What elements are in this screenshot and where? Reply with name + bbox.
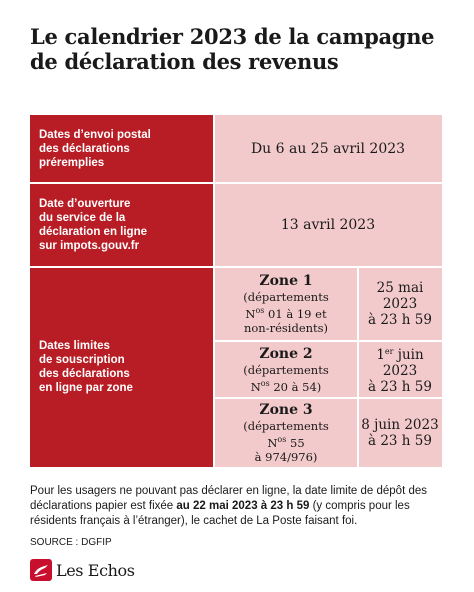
zone-description-line: non-résidents) [243, 321, 329, 335]
zone-2-cell: Zone 2 (départements Nos 20 à 54) [214, 341, 358, 398]
row-label-line: des déclarations [39, 143, 130, 155]
page-title: Le calendrier 2023 de la campagne de déc… [30, 24, 450, 74]
zone-column-divider [357, 267, 359, 467]
zone-3-deadline: 8 juin 2023 à 23 h 59 [358, 398, 442, 467]
note-deadline: au 22 mai 2023 à 23 h 59 [176, 500, 310, 512]
zone-description-line: à 974/976) [254, 449, 318, 464]
zone-1-cell: Zone 1 (départements Nos 01 à 19 et non-… [214, 267, 358, 341]
zone-description-line: Nos 55 [267, 434, 305, 450]
row-divider [30, 182, 442, 184]
row-label-envoi-postal: Dates d’envoi postal des déclarations pr… [30, 115, 214, 183]
row-divider [30, 266, 442, 268]
column-divider [213, 115, 215, 467]
value-ouverture-service: 13 avril 2023 [280, 217, 376, 233]
zone-description-line: Nos 01 à 19 et [245, 306, 327, 321]
zone-description: (départements Nos 20 à 54) [243, 363, 328, 394]
row-label-line: des déclarations [39, 368, 130, 380]
zone-time: à 23 h 59 [368, 312, 432, 328]
source-credit: SOURCE : DGFIP [30, 537, 112, 548]
zone-divider [214, 397, 442, 399]
title-line-2: de déclaration des revenus [30, 49, 339, 74]
note-text: Pour les usagers ne pouvant pas déclarer… [30, 485, 428, 512]
zone-2-deadline: 1er juin 2023 à 23 h 59 [358, 341, 442, 398]
row-label-ouverture-service: Date d’ouverture du service de la déclar… [30, 183, 214, 267]
title-line-1: Le calendrier 2023 de la campagne [30, 24, 435, 49]
row-label-line: en ligne par zone [39, 382, 133, 394]
note-text: (y compris pour les résidents français à… [30, 500, 410, 527]
value-envoi-postal: Du 6 au 25 avril 2023 [250, 141, 406, 157]
zone-time: à 23 h 59 [368, 432, 432, 449]
zone-description-line: (départements [243, 418, 329, 433]
zone-date: 25 mai 2023 [376, 280, 424, 312]
logo-wordmark: Les Echos [56, 560, 135, 580]
zone-description-line: (départements [243, 362, 329, 377]
zone-time: à 23 h 59 [368, 379, 432, 395]
row-label-line: Dates d’envoi postal [39, 129, 151, 141]
zone-date: 1er juin 2023 [376, 347, 424, 379]
zone-description-line: (départements [243, 290, 329, 304]
row-label-line: Dates limites [39, 340, 110, 352]
les-echos-logo: Les Echos [30, 559, 135, 581]
zone-name: Zone 1 [259, 273, 313, 289]
zone-divider [214, 340, 442, 342]
calendar-table: Dates d’envoi postal des déclarations pr… [30, 115, 442, 467]
row-label-line: Date d’ouverture [39, 198, 131, 210]
zone-name: Zone 2 [259, 345, 313, 362]
zone-3-cell: Zone 3 (départements Nos 55 à 974/976) [214, 398, 358, 467]
row-label-line: préremplies [39, 157, 105, 169]
zone-description: (départements Nos 55 à 974/976) [243, 419, 328, 464]
row-label-line: de souscription [39, 354, 125, 366]
zone-name: Zone 3 [259, 401, 313, 418]
zone-description-line: Nos 20 à 54) [250, 378, 322, 394]
zone-1-deadline: 25 mai 2023 à 23 h 59 [358, 267, 442, 341]
row-label-line: du service de la [39, 212, 126, 224]
row-label-line: déclaration en ligne [39, 226, 147, 238]
paper-declaration-note: Pour les usagers ne pouvant pas déclarer… [30, 484, 446, 529]
row-label-line: sur impots.gouv.fr [39, 240, 140, 252]
row-label-dates-limites: Dates limites de souscription des déclar… [30, 267, 214, 467]
les-echos-logo-icon [30, 559, 52, 581]
zone-description: (départements Nos 01 à 19 et non-résiden… [243, 290, 328, 335]
zone-date: 8 juin 2023 [361, 416, 439, 433]
